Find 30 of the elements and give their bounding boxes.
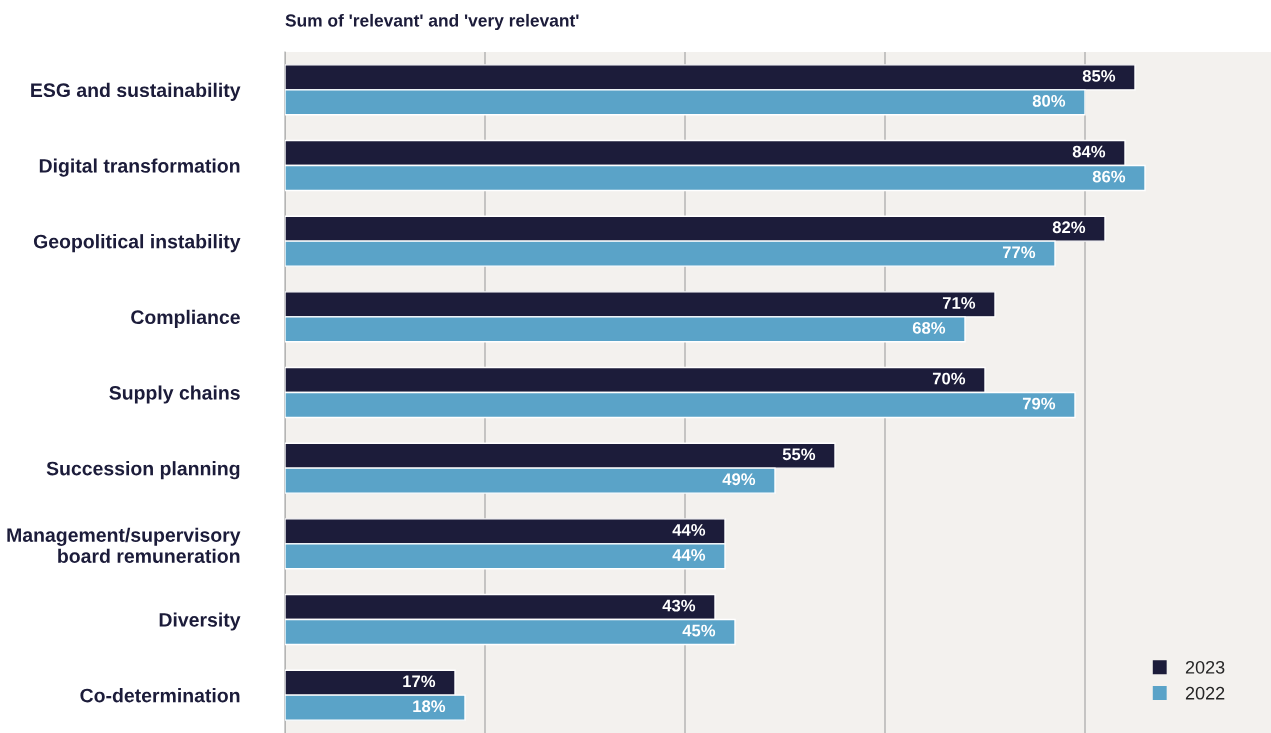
data-label: 49% (722, 473, 756, 486)
data-label: 68% (912, 321, 946, 334)
chart-title: Sum of 'relevant' and 'very relevant' (285, 13, 579, 31)
data-label: 77% (1002, 246, 1036, 259)
y-tick-label: Diversity (159, 612, 241, 631)
data-label: 18% (413, 700, 446, 713)
data-label: 71% (942, 297, 976, 309)
data-label: 79% (1022, 397, 1056, 410)
data-label: 80% (1032, 94, 1066, 107)
data-label: 85% (1082, 70, 1116, 82)
y-tick-label: ESG and sustainability (31, 82, 241, 101)
data-label: 44% (672, 524, 706, 536)
y-tick-label: Geopolitical instability (33, 234, 241, 253)
y-tick-label: Supply chains (109, 385, 240, 404)
data-label: 43% (662, 599, 696, 612)
data-label: 82% (1052, 221, 1086, 234)
y-tick-label: Co-determination (80, 688, 240, 703)
y-tick-label: Compliance (131, 309, 240, 328)
y-tick-label: Management/supervisory board remuneration (7, 527, 241, 563)
data-label: 84% (1072, 145, 1106, 158)
data-label: 55% (782, 448, 816, 461)
data-label: 17% (403, 675, 436, 688)
data-label: 44% (672, 549, 706, 561)
legend-label: 2022 (1185, 686, 1225, 700)
y-tick-label: Digital transformation (39, 158, 240, 177)
data-label: 70% (932, 372, 966, 385)
y-tick-label: Succession planning (46, 461, 240, 480)
data-label: 86% (1092, 170, 1126, 183)
legend-label: 2023 (1185, 660, 1225, 674)
data-label: 45% (682, 624, 716, 637)
